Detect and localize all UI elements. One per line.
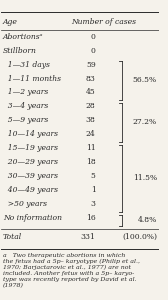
Text: Total: Total bbox=[3, 233, 22, 241]
Text: (100.0%): (100.0%) bbox=[122, 233, 157, 241]
Text: 4.8%: 4.8% bbox=[138, 216, 157, 224]
Text: 15—19 years: 15—19 years bbox=[3, 144, 58, 152]
Text: No information: No information bbox=[3, 214, 62, 222]
Text: 11.5%: 11.5% bbox=[133, 174, 157, 182]
Text: a   Two therapeutic abortions in which
the fetus had a 5p– karyotype (Philip et : a Two therapeutic abortions in which the… bbox=[3, 253, 140, 288]
Text: 1—2 years: 1—2 years bbox=[3, 88, 48, 97]
Text: 20—29 years: 20—29 years bbox=[3, 158, 58, 166]
Text: 30—39 years: 30—39 years bbox=[3, 172, 58, 180]
Text: Number of cases: Number of cases bbox=[71, 18, 136, 26]
Text: Abortionsᵃ: Abortionsᵃ bbox=[3, 33, 44, 41]
Text: >50 years: >50 years bbox=[3, 200, 47, 208]
Text: 24: 24 bbox=[86, 130, 96, 138]
Text: 18: 18 bbox=[86, 158, 96, 166]
Text: 3: 3 bbox=[91, 200, 96, 208]
Text: 1—11 months: 1—11 months bbox=[3, 74, 61, 83]
Text: 3—4 years: 3—4 years bbox=[3, 102, 48, 110]
Text: 16: 16 bbox=[86, 214, 96, 222]
Text: 11: 11 bbox=[86, 144, 96, 152]
Text: 10—14 years: 10—14 years bbox=[3, 130, 58, 138]
Text: 0: 0 bbox=[91, 46, 96, 55]
Text: 0: 0 bbox=[91, 33, 96, 41]
Text: 1: 1 bbox=[91, 186, 96, 194]
Text: 59: 59 bbox=[86, 61, 96, 68]
Text: Age: Age bbox=[3, 18, 18, 26]
Text: 5—9 years: 5—9 years bbox=[3, 116, 48, 124]
Text: 28: 28 bbox=[86, 102, 96, 110]
Text: 83: 83 bbox=[86, 74, 96, 83]
Text: 45: 45 bbox=[86, 88, 96, 97]
Text: 5: 5 bbox=[91, 172, 96, 180]
Text: 38: 38 bbox=[86, 116, 96, 124]
Text: 27.2%: 27.2% bbox=[133, 118, 157, 126]
Text: 1—31 days: 1—31 days bbox=[3, 61, 50, 68]
Text: 56.5%: 56.5% bbox=[133, 76, 157, 84]
Text: 331: 331 bbox=[81, 233, 96, 241]
Text: 40—49 years: 40—49 years bbox=[3, 186, 58, 194]
Text: Stillborn: Stillborn bbox=[3, 46, 37, 55]
